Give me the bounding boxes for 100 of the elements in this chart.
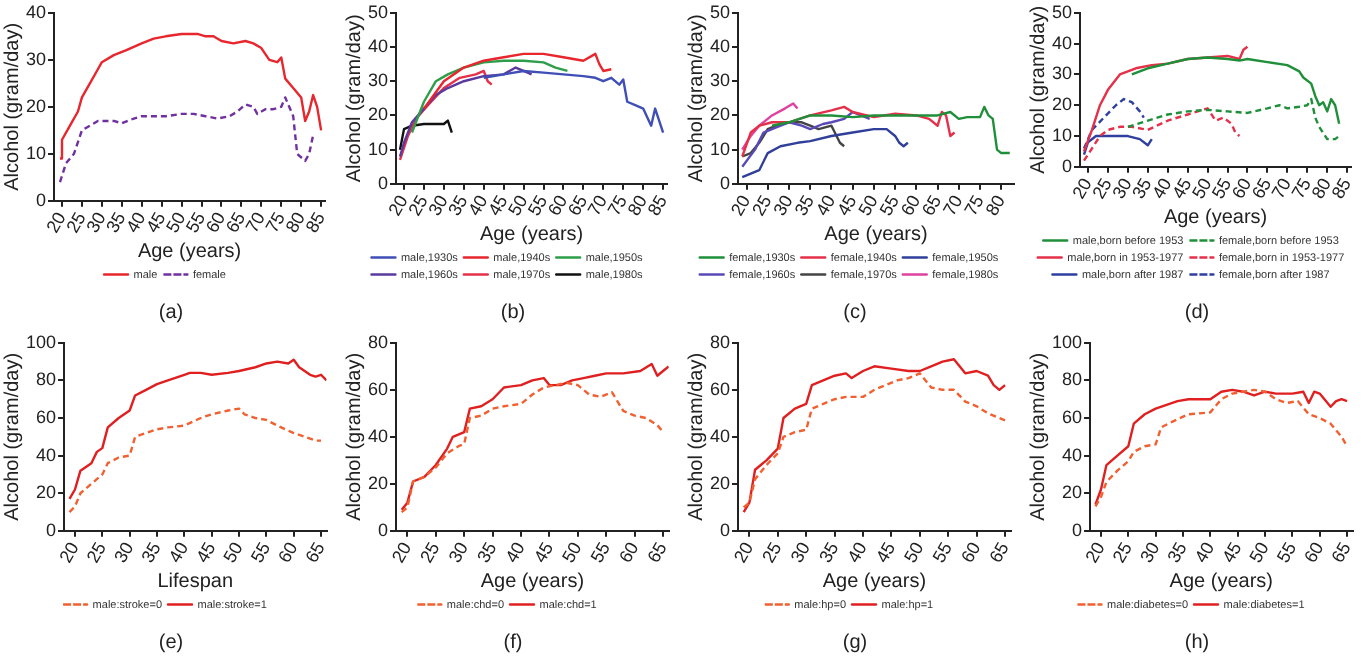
- y-tick-label: 60: [709, 378, 731, 399]
- y-tick-label: 0: [377, 172, 389, 193]
- y-axis-title: Alcohol (gram/day): [1, 352, 24, 521]
- x-tick-label: 30: [786, 538, 814, 567]
- x-tick-label: 55: [246, 538, 275, 567]
- x-tick-label: 40: [501, 538, 529, 567]
- y-tick-label: 20: [709, 104, 731, 125]
- x-tick-label: 50: [900, 538, 928, 567]
- x-tick-label: 50: [1245, 538, 1273, 567]
- y-axis-title: Alcohol (gram/day): [1, 22, 24, 191]
- y-tick-label: 0: [1072, 519, 1083, 540]
- y-tick-label: 20: [36, 482, 57, 503]
- x-tick-label: 45: [1218, 538, 1246, 567]
- x-axis-title: Age (years): [479, 223, 584, 246]
- y-tick-label: 40: [25, 1, 47, 22]
- y-axis-title: Alcohol (gram/day): [685, 352, 708, 521]
- x-tick-label: 30: [1136, 538, 1164, 567]
- x-tick-label: 30: [444, 538, 472, 567]
- x-tick-label: 55: [586, 538, 614, 567]
- y-tick-label: 20: [367, 104, 389, 125]
- y-tick-label: 80: [36, 369, 57, 390]
- x-tick-label: 45: [192, 538, 220, 567]
- x-tick-label: 55: [1272, 538, 1301, 567]
- y-tick-label: 10: [367, 138, 389, 159]
- y-tick-label: 30: [25, 48, 47, 69]
- text: (f): [503, 630, 523, 656]
- x-tick-label: 40: [843, 538, 871, 567]
- x-tick-label: 30: [110, 538, 138, 567]
- y-tick-label: 10: [1051, 125, 1073, 146]
- text: (c): [843, 300, 867, 326]
- x-tick-label: 35: [473, 538, 501, 567]
- x-tick-label: 65: [301, 538, 329, 567]
- text: (a): [158, 300, 184, 326]
- x-tick-label: 20: [55, 538, 83, 567]
- y-tick-label: 20: [709, 472, 731, 493]
- y-tick-label: 20: [25, 95, 47, 116]
- x-axis-title: Age (years): [824, 223, 928, 246]
- y-tick-label: 0: [719, 519, 731, 540]
- y-tick-label: 80: [709, 331, 731, 352]
- y-tick-label: 50: [367, 1, 389, 22]
- y-axis-title: Alcohol (gram/day): [1027, 5, 1050, 174]
- y-axis-title: Alcohol (gram/day): [685, 14, 708, 183]
- x-tick-label: 65: [1327, 538, 1355, 567]
- x-axis-title: Age (years): [822, 570, 927, 593]
- x-tick-label: 20: [1081, 538, 1109, 567]
- y-tick-label: 0: [719, 172, 731, 193]
- y-tick-label: 40: [709, 35, 731, 56]
- y-tick-label: 0: [1061, 155, 1073, 176]
- y-tick-label: 30: [367, 70, 389, 91]
- y-tick-label: 80: [1062, 369, 1083, 390]
- x-tick-label: 50: [558, 538, 586, 567]
- text: (h): [1184, 630, 1210, 656]
- y-tick-label: 40: [367, 425, 389, 446]
- y-tick-label: 0: [35, 189, 47, 210]
- y-tick-label: 40: [709, 425, 731, 446]
- x-tick-label: 65: [985, 538, 1013, 567]
- x-tick-label: 35: [137, 538, 165, 567]
- x-tick-label: 45: [871, 538, 900, 567]
- x-tick-label: 25: [1108, 538, 1137, 567]
- y-tick-label: 0: [46, 519, 57, 540]
- y-tick-label: 10: [25, 142, 47, 163]
- x-tick-label: 55: [928, 538, 956, 567]
- x-axis-title: Age (years): [1169, 570, 1273, 593]
- x-tick-label: 25: [416, 538, 444, 567]
- y-tick-label: 60: [36, 406, 57, 427]
- x-tick-label: 25: [758, 538, 786, 567]
- x-tick-label: 60: [615, 538, 643, 567]
- y-tick-label: 30: [1051, 63, 1073, 84]
- y-tick-label: 60: [367, 378, 389, 399]
- x-axis-title: Age (years): [137, 240, 242, 263]
- y-tick-label: 40: [1062, 444, 1083, 465]
- y-tick-label: 50: [1051, 1, 1073, 22]
- y-tick-label: 60: [1062, 406, 1083, 427]
- y-tick-label: 10: [709, 138, 731, 159]
- text: (b): [500, 300, 526, 326]
- text: (e): [158, 630, 184, 656]
- y-tick-label: 100: [1051, 331, 1083, 352]
- y-axis-title: Alcohol (gram/day): [343, 352, 366, 521]
- x-axis-title: Lifespan: [157, 570, 234, 593]
- x-tick-label: 40: [164, 538, 193, 567]
- x-axis-title: Age (years): [480, 570, 585, 593]
- y-axis-title: Alcohol (gram/day): [343, 14, 366, 183]
- y-tick-label: 100: [25, 331, 57, 352]
- text: (g): [842, 630, 868, 656]
- y-tick-label: 40: [367, 35, 389, 56]
- x-tick-label: 60: [1300, 538, 1328, 567]
- x-tick-label: 60: [957, 538, 985, 567]
- y-axis-title: Alcohol (gram/day): [1027, 352, 1050, 521]
- x-tick-label: 25: [82, 538, 111, 567]
- y-tick-label: 0: [377, 519, 389, 540]
- y-tick-label: 30: [709, 70, 731, 91]
- x-tick-label: 60: [274, 538, 302, 567]
- y-tick-label: 20: [1062, 482, 1083, 503]
- y-tick-label: 80: [367, 331, 389, 352]
- y-tick-label: 40: [36, 444, 57, 465]
- x-axis-title: Age (years): [1163, 206, 1268, 229]
- y-tick-label: 40: [1051, 32, 1073, 53]
- text: (d): [1184, 300, 1210, 326]
- x-tick-label: 45: [529, 538, 558, 567]
- y-tick-label: 50: [709, 1, 731, 22]
